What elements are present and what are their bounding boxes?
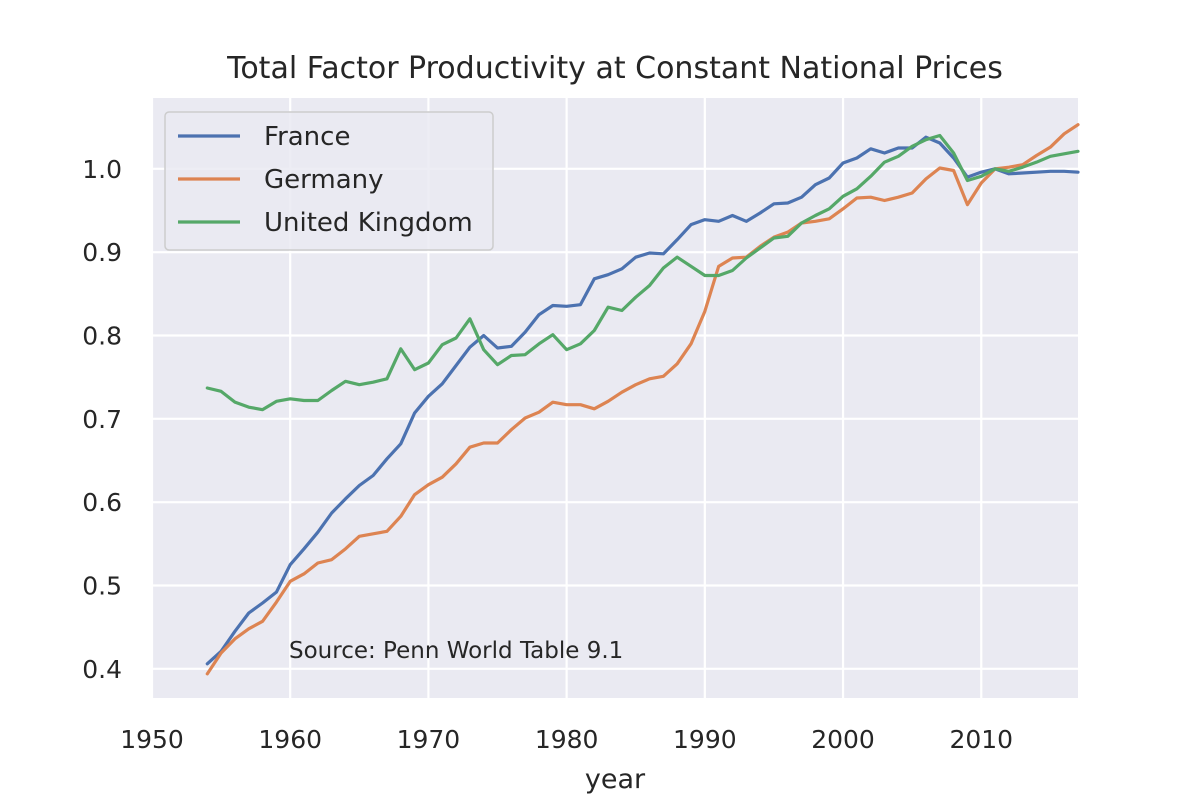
x-tick-label-1990: 1990 — [673, 725, 737, 754]
legend-label-germany: Germany — [264, 165, 384, 195]
y-tick-label-0.5: 0.5 — [82, 572, 122, 601]
x-axis-label: year — [585, 764, 646, 795]
x-tick-label-2000: 2000 — [811, 725, 875, 754]
y-tick-label-0.4: 0.4 — [82, 655, 122, 684]
y-tick-label-0.9: 0.9 — [82, 238, 122, 267]
y-tick-label-1.0: 1.0 — [82, 155, 122, 184]
x-tick-label-1960: 1960 — [258, 725, 322, 754]
x-tick-label-1970: 1970 — [397, 725, 461, 754]
legend-label-united-kingdom: United Kingdom — [264, 208, 473, 238]
x-tick-labels: 1950 1960 1970 1980 1990 2000 2010 — [120, 725, 1013, 754]
y-tick-labels: 0.4 0.5 0.6 0.7 0.8 0.9 1.0 — [82, 155, 122, 684]
series-layer — [205, 123, 1080, 676]
chart-title: Total Factor Productivity at Constant Na… — [226, 51, 1003, 86]
legend-box — [164, 111, 494, 251]
series-line-germany — [205, 123, 1080, 676]
x-tick-label-1980: 1980 — [535, 725, 599, 754]
x-tick-label-1950: 1950 — [120, 725, 184, 754]
legend: France Germany United Kingdom — [164, 111, 494, 251]
series-line-united-kingdom — [205, 133, 1080, 412]
x-tick-label-2010: 2010 — [949, 725, 1013, 754]
source-annotation: Source: Penn World Table 9.1 — [289, 638, 623, 664]
y-tick-label-0.6: 0.6 — [82, 488, 122, 517]
y-tick-label-0.8: 0.8 — [82, 322, 122, 351]
legend-label-france: France — [264, 122, 350, 152]
y-tick-label-0.7: 0.7 — [82, 405, 122, 434]
series-line-france — [205, 135, 1080, 666]
